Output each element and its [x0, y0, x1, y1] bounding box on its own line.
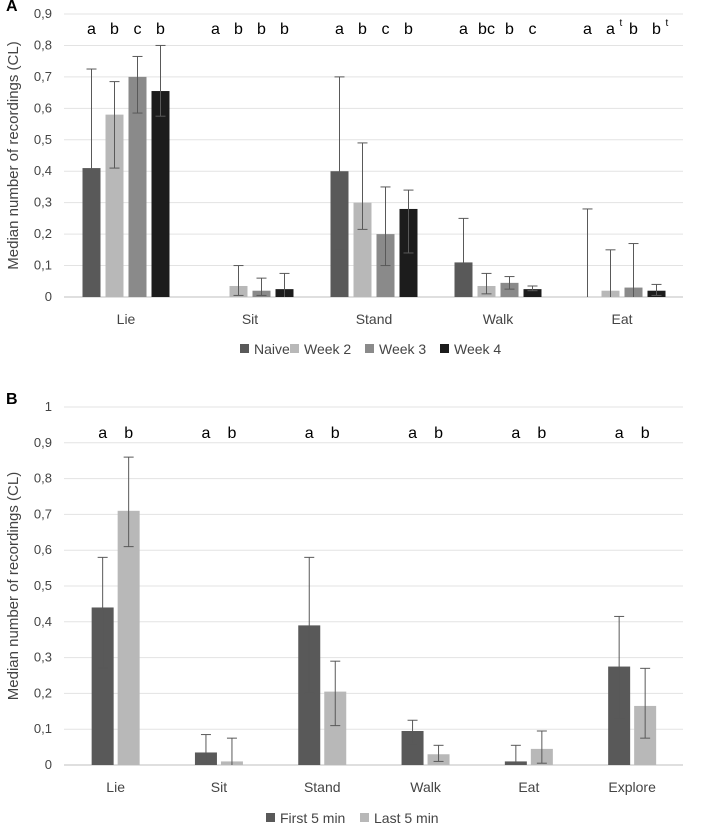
bar-first-5-min — [91, 607, 114, 765]
x-category-label: Stand — [356, 311, 393, 327]
significance-letter: a — [98, 425, 107, 442]
significance-letter: a — [335, 21, 344, 38]
legend-swatch — [440, 344, 449, 353]
legend-label: Week 2 — [304, 341, 351, 357]
x-category-label: Sit — [211, 779, 227, 795]
legend-swatch — [365, 344, 374, 353]
x-category-label: Walk — [410, 779, 442, 795]
significance-letter: a — [583, 21, 592, 38]
x-category-label: Explore — [608, 779, 656, 795]
y-tick-label: 0,2 — [34, 685, 52, 700]
y-tick-label: 0 — [45, 289, 52, 304]
bar-last-5-min — [117, 510, 140, 765]
significance-letter: a — [459, 21, 468, 38]
y-axis-label: Median number of recordings (CL) — [5, 41, 22, 269]
y-tick-label: 0,4 — [34, 163, 52, 178]
x-category-label: Eat — [611, 311, 632, 327]
significance-letter: b — [358, 21, 367, 38]
significance-letter: b — [652, 21, 661, 38]
y-tick-label: 0,7 — [34, 506, 52, 521]
significance-letter: a — [211, 21, 220, 38]
y-tick-label: 0,3 — [34, 195, 52, 210]
significance-letter: c — [529, 21, 537, 38]
y-tick-label: 0,1 — [34, 721, 52, 736]
chart-panel-a: A 0 0,1 0,2 0,3 0,4 0,5 0,6 0,7 0,8 0,9 Median numb… — [5, 0, 683, 357]
x-category-label: Sit — [242, 311, 258, 327]
y-tick-label: 0,4 — [34, 614, 52, 629]
legend-label: Week 4 — [454, 341, 501, 357]
significance-letter: a — [511, 425, 520, 442]
legend-swatch — [360, 813, 369, 822]
bar-week-4 — [151, 91, 170, 298]
significance-letter: b — [434, 425, 443, 442]
significance-letter: b — [505, 21, 514, 38]
y-tick-label: 0,1 — [34, 258, 52, 273]
x-category-label: Walk — [483, 311, 515, 327]
panel-label: B — [6, 391, 18, 408]
x-category-label: Lie — [117, 311, 136, 327]
significance-letter: a — [305, 425, 314, 442]
significance-letter: b — [257, 21, 266, 38]
bar-first-5-min — [401, 730, 424, 765]
significance-letter: b — [641, 425, 650, 442]
significance-letter: bc — [478, 21, 495, 38]
significance-letter: c — [134, 21, 142, 38]
y-tick-label: 0,7 — [34, 69, 52, 84]
y-tick-label: 0,5 — [34, 132, 52, 147]
bar-week-4 — [523, 289, 542, 297]
y-axis-label: Median number of recordings (CL) — [5, 472, 22, 700]
significance-letter: b — [629, 21, 638, 38]
legend-swatch — [266, 813, 275, 822]
significance-letter: a — [606, 21, 615, 38]
legend-swatch — [290, 344, 299, 353]
significance-letter: b — [124, 425, 133, 442]
chart-panel-b: B 0 0,1 0,2 0,3 0,4 0,5 0,6 0,7 0,8 0,9 1 Median num… — [5, 391, 683, 826]
y-tick-label: 0,8 — [34, 471, 52, 486]
y-tick-label: 1 — [45, 399, 52, 414]
significance-letter: b — [227, 425, 236, 442]
significance-letter: b — [537, 425, 546, 442]
significance-letter: b — [280, 21, 289, 38]
legend-label: Last 5 min — [374, 810, 439, 826]
legend-label: Naive — [254, 341, 290, 357]
y-tick-label: 0,6 — [34, 542, 52, 557]
significance-letter: b — [404, 21, 413, 38]
significance-letter: a — [87, 21, 96, 38]
bar-week-3 — [128, 76, 147, 297]
x-category-label: Stand — [304, 779, 341, 795]
significance-letter: b — [110, 21, 119, 38]
y-tick-label: 0,8 — [34, 37, 52, 52]
x-category-label: Eat — [518, 779, 539, 795]
y-tick-label: 0,3 — [34, 650, 52, 665]
y-tick-label: 0,2 — [34, 226, 52, 241]
bar-week-2 — [353, 202, 372, 297]
y-tick-label: 0,9 — [34, 435, 52, 450]
significance-superscript: t — [620, 18, 623, 29]
y-tick-label: 0,5 — [34, 578, 52, 593]
significance-letter: b — [331, 425, 340, 442]
significance-letter: b — [234, 21, 243, 38]
significance-letter: b — [156, 21, 165, 38]
legend-label: First 5 min — [280, 810, 345, 826]
legend-swatch — [240, 344, 249, 353]
significance-letter: a — [408, 425, 417, 442]
bar-last-5-min — [324, 691, 347, 765]
legend-label: Week 3 — [379, 341, 426, 357]
bar-week-3 — [500, 282, 519, 297]
significance-letter: a — [615, 425, 624, 442]
bar-week-2 — [105, 114, 124, 297]
significance-superscript: t — [666, 18, 669, 29]
y-tick-label: 0 — [45, 757, 52, 772]
panel-label: A — [6, 0, 18, 15]
x-category-label: Lie — [106, 779, 125, 795]
significance-letter: a — [201, 425, 210, 442]
y-tick-label: 0,9 — [34, 6, 52, 21]
y-tick-label: 0,6 — [34, 100, 52, 115]
bar-first-5-min — [298, 625, 321, 765]
significance-letter: c — [382, 21, 390, 38]
